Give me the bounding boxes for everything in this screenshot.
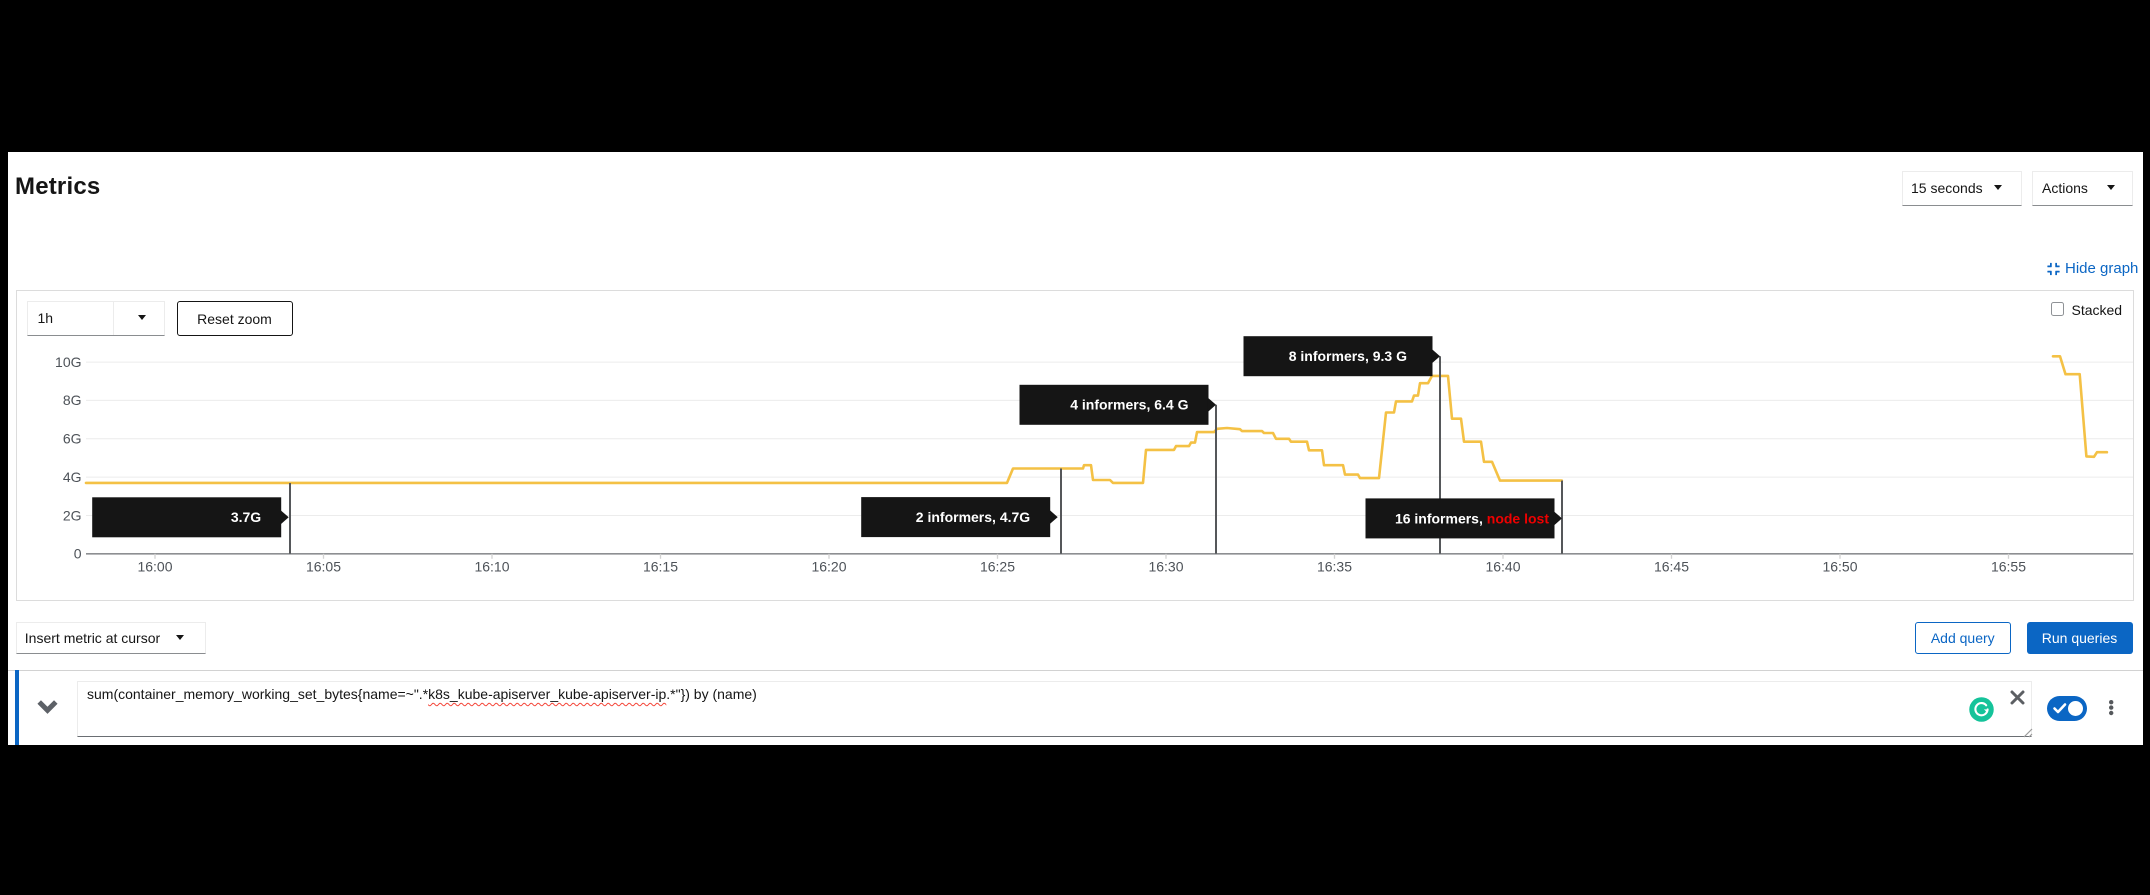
svg-text:16:25: 16:25 <box>980 558 1015 574</box>
svg-text:16:50: 16:50 <box>1822 558 1857 574</box>
svg-text:16:40: 16:40 <box>1485 558 1520 574</box>
svg-text:10G: 10G <box>55 353 81 369</box>
svg-text:2 informers, 4.7G: 2 informers, 4.7G <box>916 509 1030 525</box>
svg-text:16:05: 16:05 <box>306 558 341 574</box>
svg-text:16 informers, node lost: 16 informers, node lost <box>1395 510 1549 526</box>
svg-text:2G: 2G <box>63 507 82 523</box>
svg-text:8 informers, 9.3 G: 8 informers, 9.3 G <box>1289 348 1407 364</box>
svg-text:16:35: 16:35 <box>1317 558 1352 574</box>
svg-text:4G: 4G <box>63 468 82 484</box>
svg-text:3.7G: 3.7G <box>231 509 261 525</box>
svg-text:0: 0 <box>74 545 82 561</box>
svg-text:16:20: 16:20 <box>811 558 846 574</box>
svg-text:16:00: 16:00 <box>137 558 172 574</box>
svg-text:16:15: 16:15 <box>643 558 678 574</box>
svg-text:16:45: 16:45 <box>1654 558 1689 574</box>
svg-text:8G: 8G <box>63 392 82 408</box>
svg-text:16:10: 16:10 <box>474 558 509 574</box>
svg-text:16:55: 16:55 <box>1991 558 2026 574</box>
svg-text:6G: 6G <box>63 430 82 446</box>
svg-text:16:30: 16:30 <box>1148 558 1183 574</box>
svg-text:4 informers, 6.4 G: 4 informers, 6.4 G <box>1070 396 1188 412</box>
